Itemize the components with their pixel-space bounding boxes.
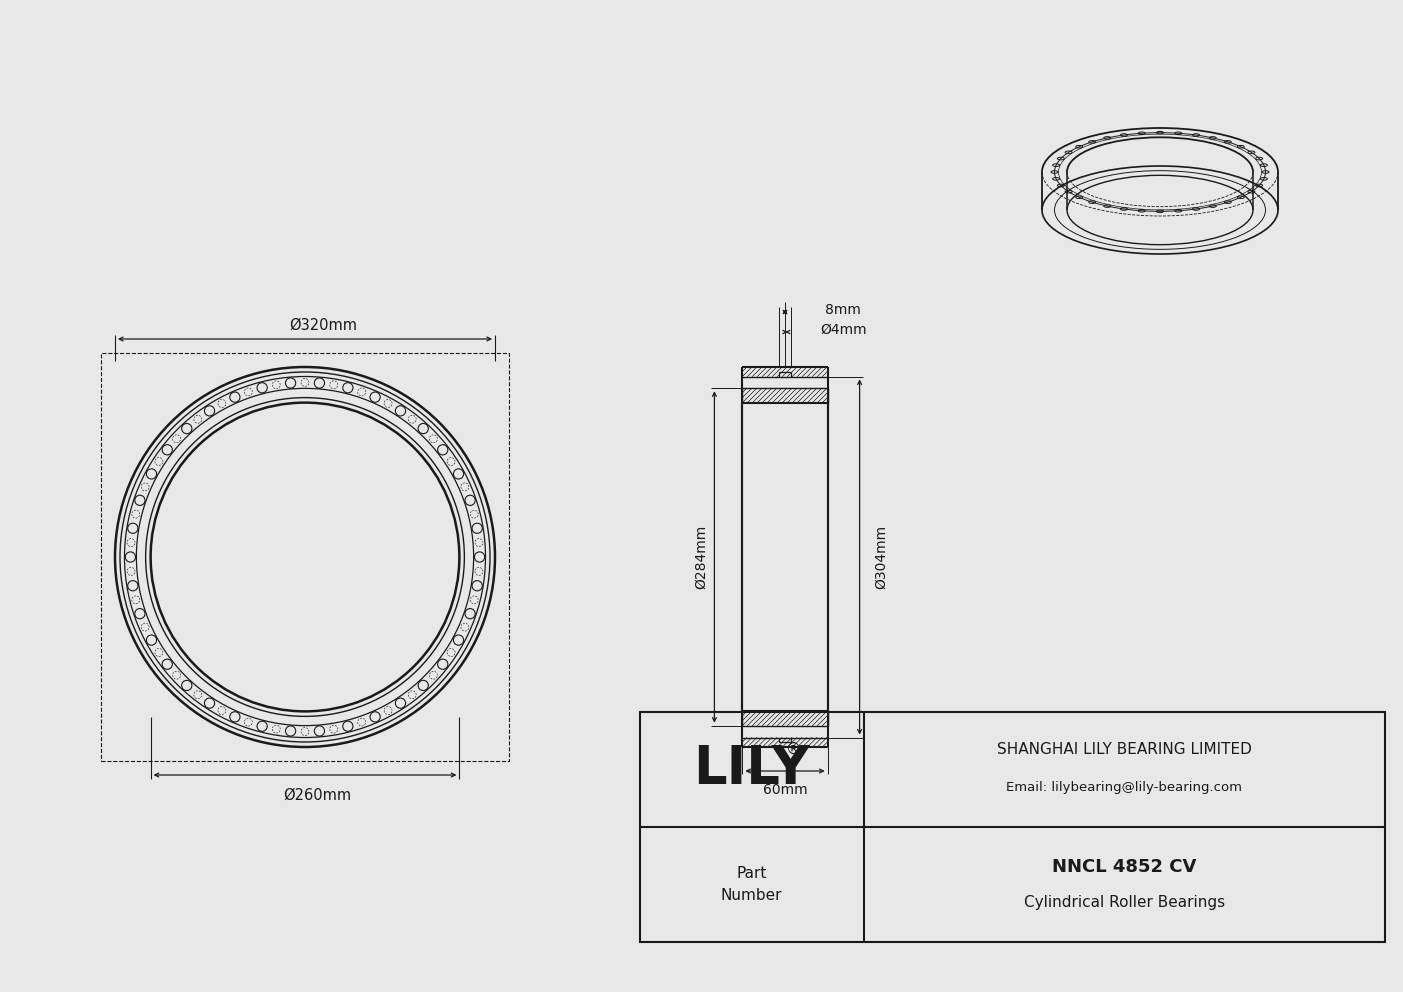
Text: Cylindrical Roller Bearings: Cylindrical Roller Bearings (1024, 895, 1225, 910)
Bar (742, 367, 828, 377)
Bar (742, 737, 828, 747)
Bar (101, 353, 509, 761)
Text: 8mm: 8mm (825, 303, 860, 317)
Text: Ø320mm: Ø320mm (289, 318, 356, 333)
Text: Email: lilybearing@lily-bearing.com: Email: lilybearing@lily-bearing.com (1006, 781, 1242, 794)
Text: Ø260mm: Ø260mm (283, 788, 351, 803)
Text: NNCL 4852 CV: NNCL 4852 CV (1052, 857, 1197, 876)
Text: ®: ® (786, 742, 801, 757)
Text: 60mm: 60mm (763, 783, 807, 797)
Bar (640, 712, 1385, 942)
Text: Ø4mm: Ø4mm (821, 323, 867, 337)
Bar (742, 711, 828, 725)
Bar (742, 389, 828, 403)
Text: Ø304mm: Ø304mm (874, 525, 888, 589)
Text: Part
Number: Part Number (721, 866, 783, 903)
Text: LILY: LILY (693, 743, 810, 796)
Text: SHANGHAI LILY BEARING LIMITED: SHANGHAI LILY BEARING LIMITED (996, 742, 1251, 757)
Text: Ø284mm: Ø284mm (694, 525, 709, 589)
